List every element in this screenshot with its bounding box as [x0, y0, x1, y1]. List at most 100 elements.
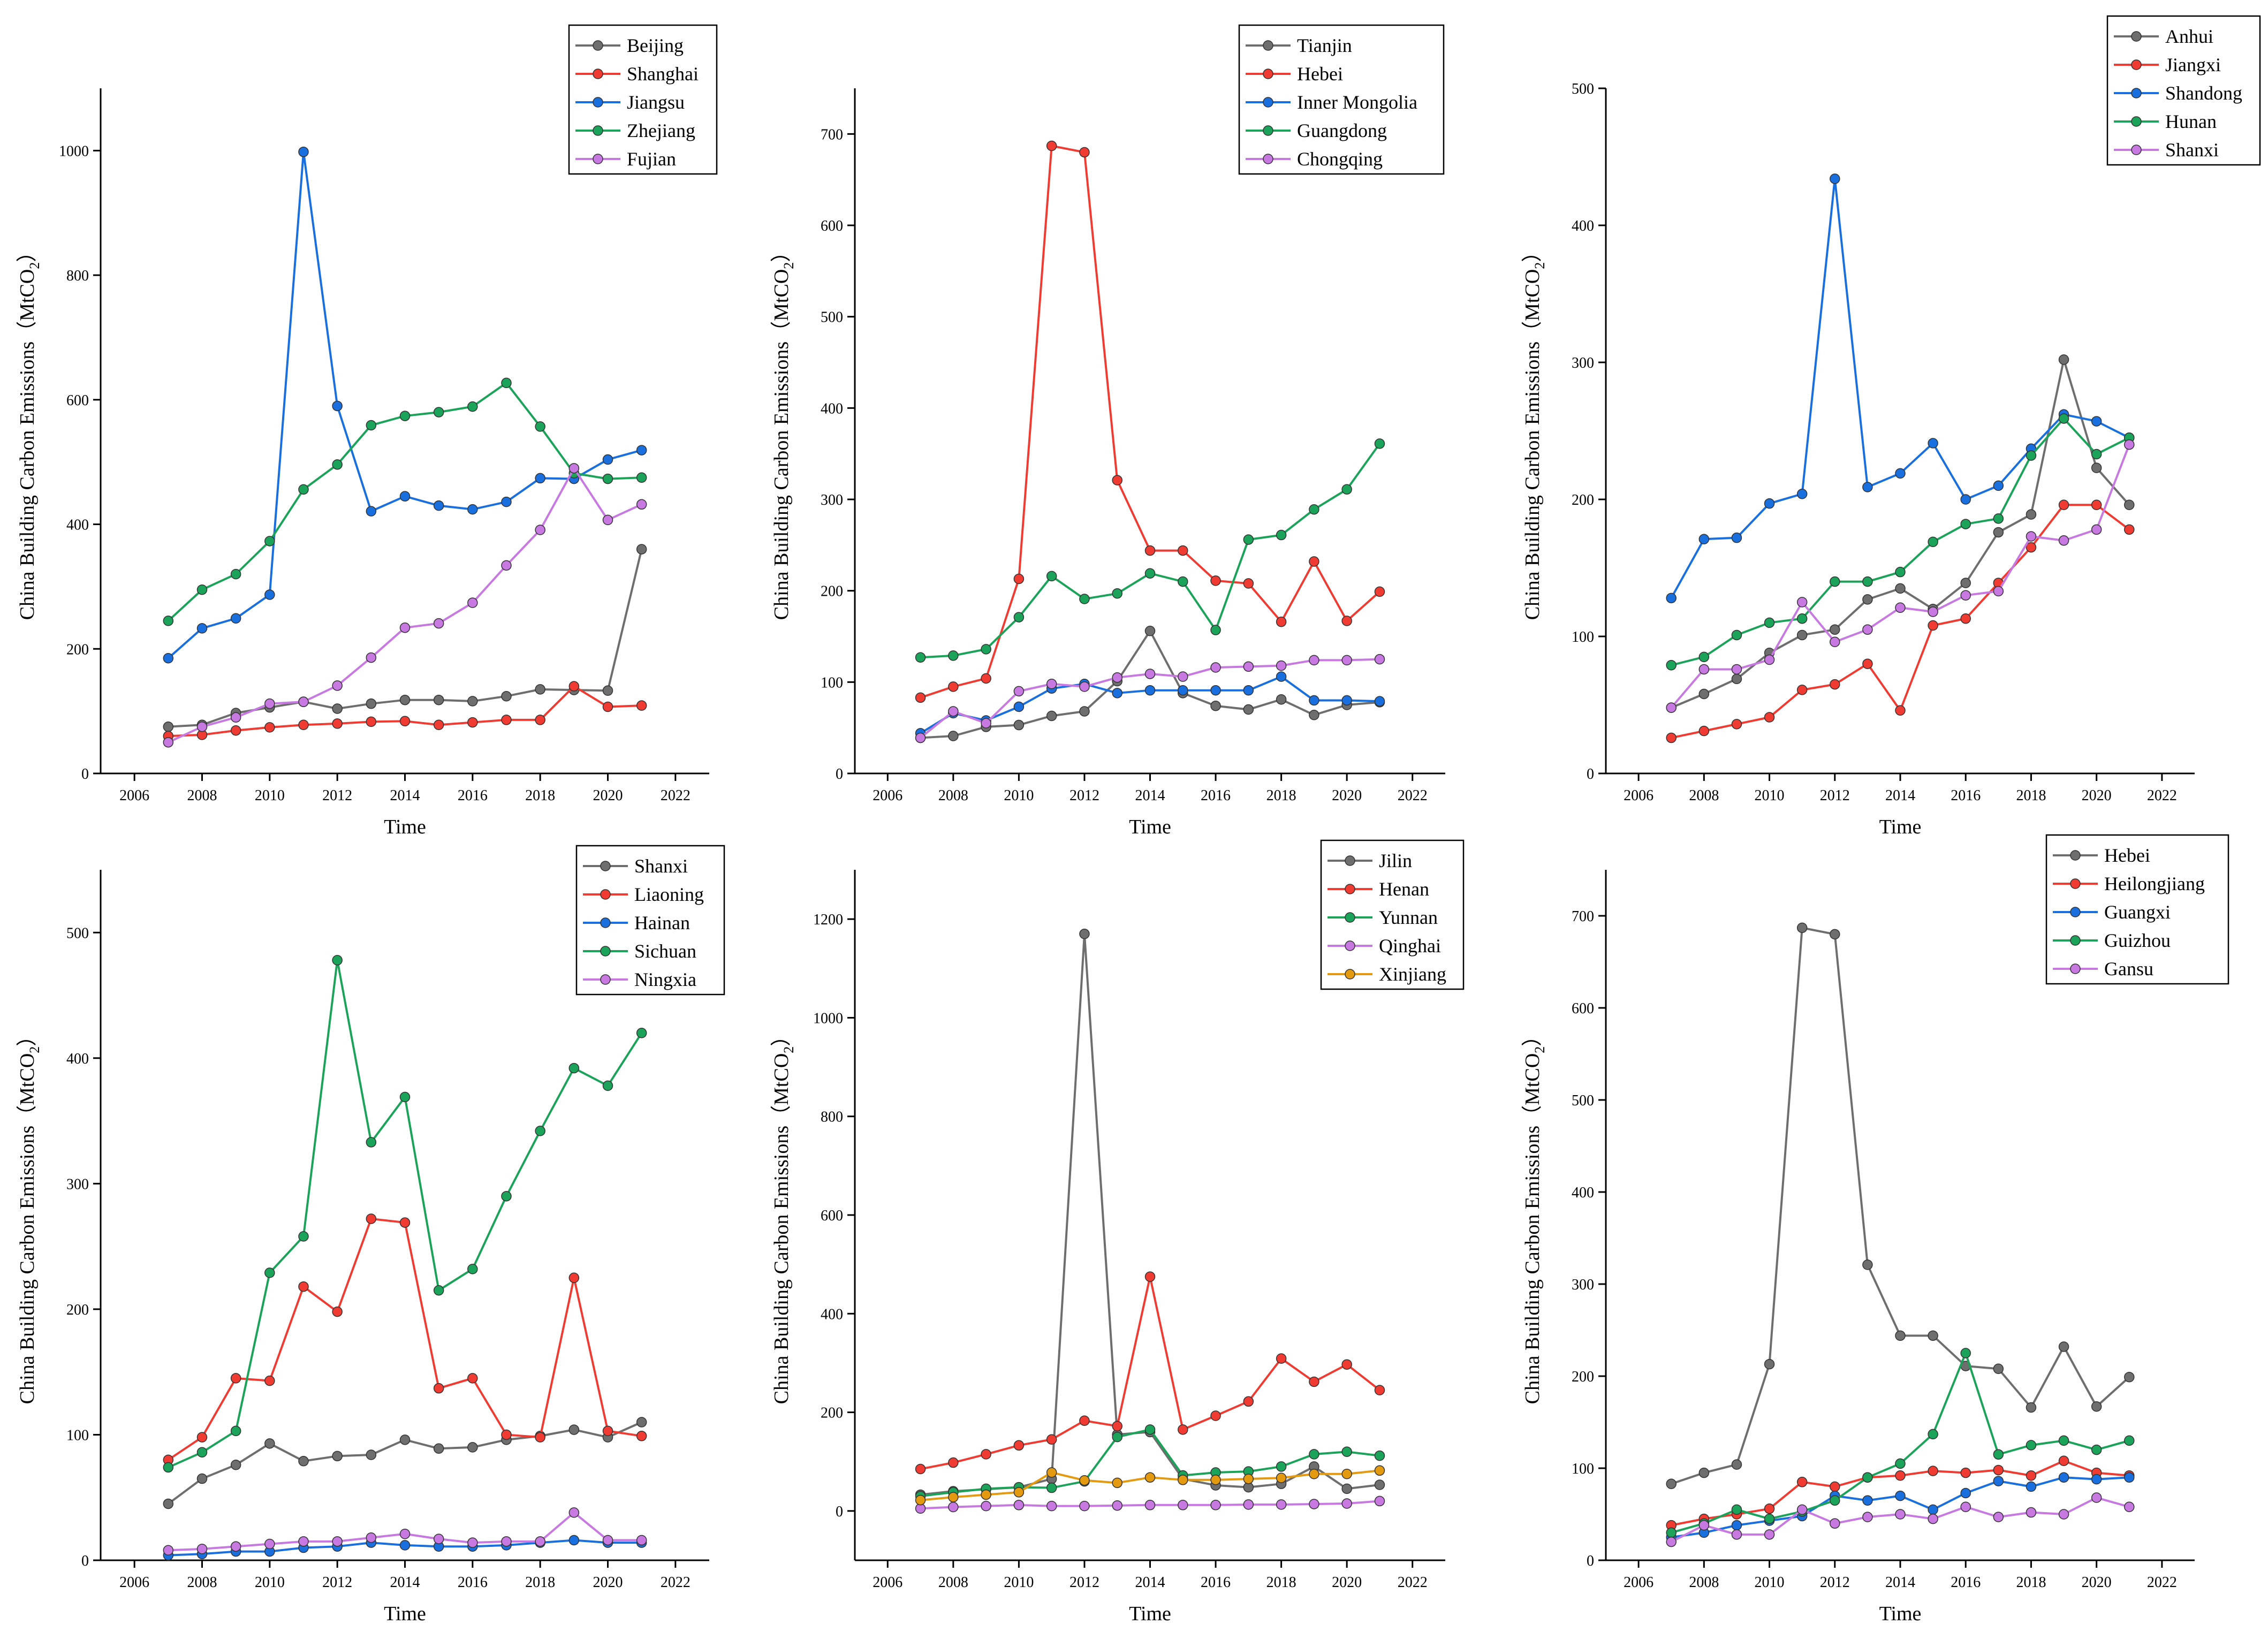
data-point: [1178, 685, 1188, 696]
series-xinjiang: [915, 1465, 1385, 1506]
data-point: [1144, 685, 1156, 696]
data-point: [399, 1540, 411, 1551]
y-tick-label: 600: [821, 1208, 843, 1224]
data-point: [1210, 625, 1221, 635]
data-point: [602, 1535, 613, 1546]
data-point: [1243, 661, 1254, 672]
data-point: [1341, 1469, 1352, 1479]
x-tick-label: 2008: [187, 1574, 217, 1591]
data-point: [1895, 566, 1906, 578]
data-point: [1960, 519, 1971, 529]
data-point: [332, 680, 343, 691]
data-point: [1993, 1512, 2004, 1522]
legend-item: Jilin: [1328, 850, 1412, 871]
data-point: [1862, 624, 1873, 635]
x-tick-label: 2022: [2147, 1574, 2177, 1591]
series-qinghai: [915, 1496, 1385, 1514]
data-point: [602, 701, 613, 712]
data-point: [2058, 1509, 2069, 1520]
legend-item: Heilongjiang: [2053, 873, 2205, 894]
data-point: [1210, 575, 1221, 586]
x-tick-label: 2010: [255, 1574, 285, 1591]
data-point: [399, 1091, 411, 1103]
legend-label: Jiangsu: [627, 92, 685, 113]
data-point: [196, 623, 208, 634]
y-axis-title: China Building Carbon Emissions（MtCO2）: [1521, 1026, 1548, 1405]
legend-swatch-marker: [2131, 116, 2142, 127]
data-point: [2124, 524, 2135, 535]
data-point: [1079, 1475, 1090, 1486]
data-point: [1013, 686, 1025, 697]
data-point: [535, 1432, 545, 1443]
data-point: [1374, 1479, 1385, 1490]
legend-item: Chongqing: [1246, 148, 1383, 170]
x-tick-label: 2008: [938, 1574, 968, 1591]
data-point: [1276, 694, 1287, 705]
data-point: [568, 1507, 580, 1518]
data-point: [366, 698, 377, 709]
data-point: [1666, 1536, 1677, 1547]
y-tick-label: 500: [66, 925, 89, 942]
y-axis-title-main: China Building Carbon Emissions（MtCO: [16, 1053, 39, 1405]
data-point: [1698, 534, 1710, 544]
data-point: [1144, 1472, 1156, 1483]
data-point: [1276, 529, 1287, 541]
legend-swatch-marker: [1263, 40, 1273, 51]
legend-label: Shanghai: [627, 63, 699, 85]
data-point: [1731, 1520, 1742, 1531]
data-point: [1698, 688, 1710, 700]
legend: Shanxi Liaoning Hainan Sichuan Ningxia: [575, 845, 725, 996]
data-point: [264, 1375, 275, 1386]
data-point: [1374, 1496, 1385, 1507]
data-point: [1928, 438, 1938, 449]
data-point: [1112, 588, 1122, 599]
data-point: [1210, 662, 1221, 673]
data-point: [1796, 685, 1808, 695]
data-point: [2058, 535, 2069, 546]
data-point: [1013, 1500, 1025, 1510]
data-point: [163, 1545, 174, 1555]
data-point: [602, 685, 613, 696]
data-point: [1928, 606, 1938, 617]
data-point: [264, 536, 275, 546]
data-point: [196, 721, 208, 732]
data-point: [1764, 712, 1775, 723]
data-point: [163, 721, 174, 732]
data-point: [230, 1459, 241, 1470]
legend-swatch-marker: [2131, 88, 2142, 98]
x-tick-label: 2010: [1755, 787, 1785, 804]
series-line: [168, 151, 642, 659]
y-tick-label: 800: [66, 268, 89, 284]
legend-swatch-marker: [2131, 59, 2142, 70]
chart-panel-4: 0 100 200 300 400 500 2006 2008 2010 2012 2014 2016…: [16, 845, 725, 1625]
data-point: [1046, 1467, 1057, 1478]
data-point: [1862, 1512, 1873, 1522]
data-point: [1928, 620, 1938, 631]
y-tick-label: 0: [1587, 1553, 1594, 1569]
data-point: [1764, 1503, 1775, 1514]
x-tick-label: 2022: [1398, 787, 1428, 804]
data-point: [1796, 1504, 1808, 1515]
data-point: [1960, 1467, 1971, 1478]
data-point: [602, 473, 613, 484]
series-hunan: [1666, 413, 2135, 671]
legend-label: Anhui: [2165, 26, 2213, 47]
data-point: [1731, 1504, 1742, 1515]
series-guangdong: [915, 438, 1385, 663]
data-point: [636, 700, 647, 711]
y-tick-label: 300: [66, 1176, 89, 1193]
data-point: [366, 1449, 377, 1460]
legend-label: Sichuan: [634, 940, 696, 962]
y-tick-label: 1000: [813, 1010, 843, 1027]
data-point: [1764, 1529, 1775, 1540]
legend-label: Guizhou: [2104, 930, 2171, 951]
data-point: [332, 1451, 343, 1462]
legend-label: Chongqing: [1297, 148, 1383, 170]
x-tick-label: 2016: [458, 1574, 488, 1591]
x-tick-label: 2014: [1885, 1574, 1915, 1591]
y-tick-label: 200: [821, 583, 843, 600]
y-axis-title-subscript: 2: [27, 262, 42, 269]
data-point: [1895, 468, 1906, 479]
data-point: [230, 1425, 241, 1437]
x-tick-label: 2012: [1820, 1574, 1850, 1591]
